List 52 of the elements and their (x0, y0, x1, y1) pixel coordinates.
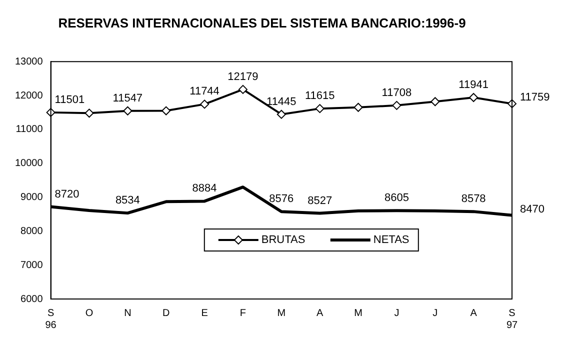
x-tick-label: D (162, 308, 170, 319)
y-tick-label: 10000 (14, 158, 44, 170)
x-tick-label: A (470, 308, 478, 319)
data-label: 8470 (520, 203, 544, 216)
point (392, 100, 402, 110)
point (200, 100, 210, 109)
x-tick-label: S 96 (45, 308, 57, 331)
data-label: 11501 (54, 94, 85, 106)
chart-title: RESERVAS INTERNACIONALES DEL SISTEMA BANCARIO:1996-9 (58, 15, 466, 30)
x-tick-label: O (85, 308, 94, 319)
y-tick-label: 11000 (16, 124, 44, 136)
y-tick-label: 12000 (14, 90, 44, 102)
data-label: 11547 (112, 92, 143, 104)
legend-label: BRUTAS (261, 234, 306, 246)
x-tick-label: A (316, 308, 324, 319)
data-label: 11759 (520, 92, 550, 104)
data-label: 8605 (384, 192, 409, 204)
data-label: 12179 (228, 70, 258, 83)
x-tick-label: N (124, 308, 132, 319)
point (123, 106, 132, 116)
data-label: 11615 (304, 90, 335, 102)
x-tick-label: S 97 (506, 308, 518, 331)
y-tick-label: 6000 (20, 294, 44, 305)
x-tick-label: J (432, 308, 438, 319)
data-label: 11744 (190, 86, 220, 98)
point (469, 93, 478, 102)
data-label: 8720 (54, 188, 80, 200)
x-tick-label: M (354, 308, 362, 319)
y-tick-label: 8000 (20, 226, 44, 237)
data-label: 8527 (308, 194, 332, 207)
legend-label: NETAS (373, 234, 410, 246)
point (238, 84, 248, 94)
x-tick-label: J (394, 308, 400, 319)
y-tick-label: 9000 (20, 192, 44, 204)
data-label: 11708 (382, 86, 412, 99)
data-label: 8576 (269, 193, 294, 206)
data-label: 8534 (115, 194, 140, 207)
data-label: 8578 (461, 193, 486, 206)
x-tick-label: M (277, 308, 286, 319)
point (430, 97, 440, 106)
data-label: 11941 (458, 79, 488, 92)
point (276, 110, 286, 119)
x-tick-label: E (201, 308, 208, 319)
x-tick-label: F (240, 308, 246, 319)
y-tick-label: 13000 (14, 56, 44, 68)
point (84, 108, 94, 118)
point (162, 106, 171, 116)
y-tick-label: 7000 (20, 260, 44, 271)
point (315, 104, 324, 114)
point (354, 102, 363, 112)
data-label: 8884 (192, 182, 217, 195)
data-label: 11445 (266, 96, 296, 108)
